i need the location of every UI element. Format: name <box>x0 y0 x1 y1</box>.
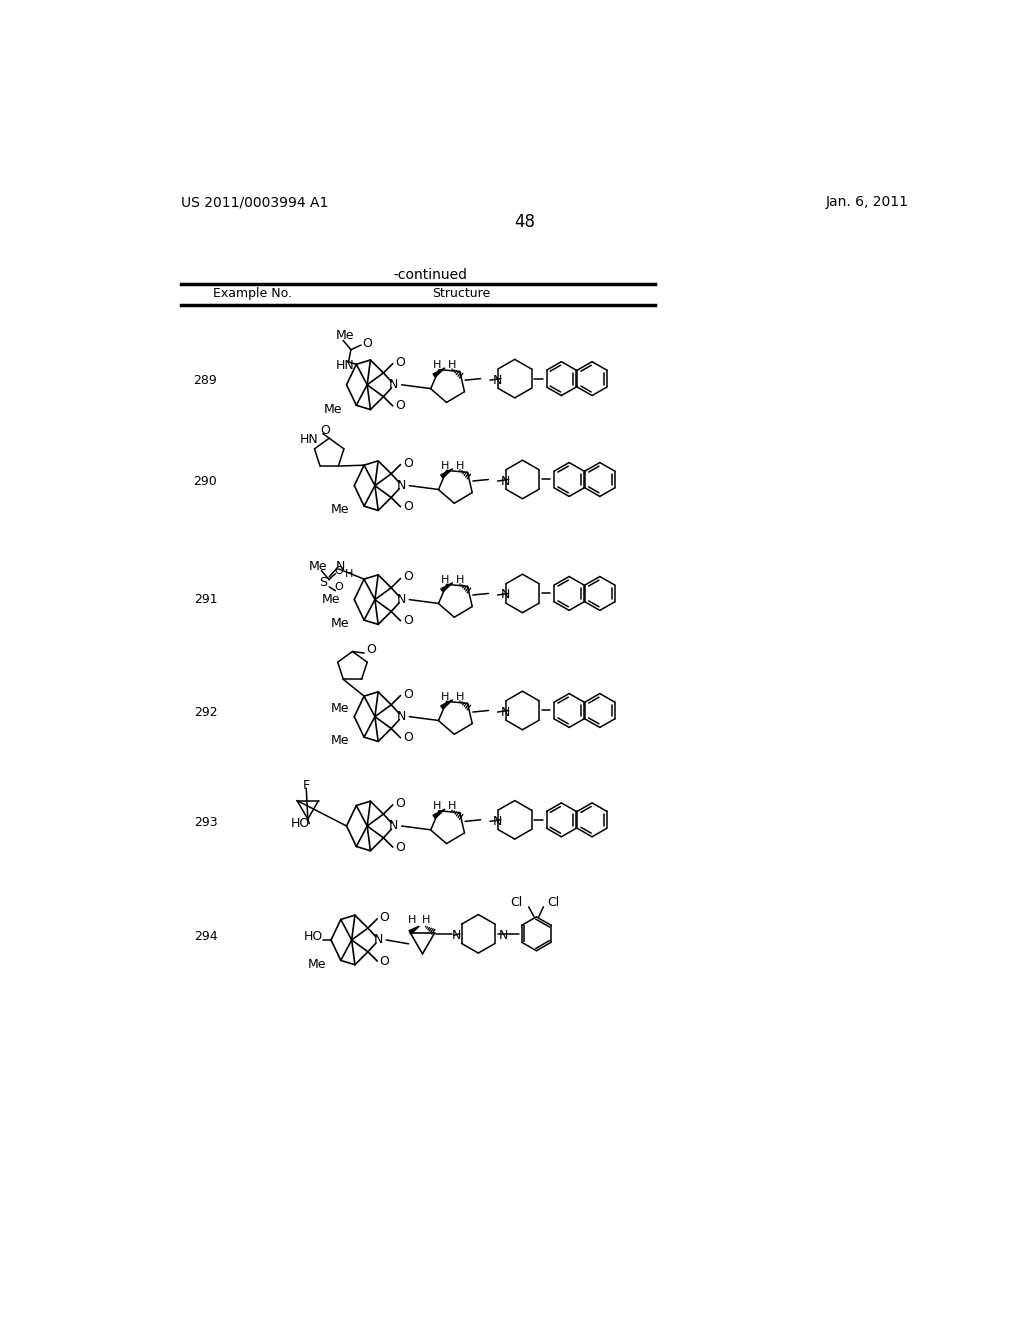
Text: O: O <box>335 582 343 591</box>
Text: N: N <box>493 814 503 828</box>
Text: Me: Me <box>324 403 342 416</box>
Text: O: O <box>395 797 404 810</box>
Polygon shape <box>440 469 453 478</box>
Text: Me: Me <box>308 560 327 573</box>
Text: H: H <box>447 360 456 370</box>
Text: Me: Me <box>331 503 349 516</box>
Text: H: H <box>447 801 456 810</box>
Text: O: O <box>335 566 343 577</box>
Text: -continued: -continued <box>393 268 467 282</box>
Text: H: H <box>456 574 464 585</box>
Text: H: H <box>456 461 464 471</box>
Text: N: N <box>397 593 407 606</box>
Polygon shape <box>433 809 445 818</box>
Polygon shape <box>440 582 453 591</box>
Text: H: H <box>422 915 430 925</box>
Text: HO: HO <box>291 817 310 830</box>
Text: Me: Me <box>336 329 354 342</box>
Text: H: H <box>345 569 353 578</box>
Text: N: N <box>493 374 503 387</box>
Text: N: N <box>374 933 383 946</box>
Text: O: O <box>319 424 330 437</box>
Text: N: N <box>501 705 510 718</box>
Text: H: H <box>440 461 450 471</box>
Text: 289: 289 <box>194 375 217 388</box>
Text: H: H <box>433 360 441 370</box>
Text: O: O <box>395 355 404 368</box>
Text: O: O <box>402 500 413 513</box>
Text: Cl: Cl <box>510 896 522 909</box>
Text: H: H <box>440 574 450 585</box>
Text: H: H <box>408 915 416 925</box>
Text: 290: 290 <box>194 475 217 488</box>
Text: HO: HO <box>304 929 324 942</box>
Text: HN: HN <box>336 359 355 371</box>
Text: Me: Me <box>308 958 327 970</box>
Text: N: N <box>501 589 510 602</box>
Text: O: O <box>367 643 376 656</box>
Text: US 2011/0003994 A1: US 2011/0003994 A1 <box>180 195 328 210</box>
Text: O: O <box>402 731 413 744</box>
Text: H: H <box>433 801 441 810</box>
Text: HN: HN <box>300 433 318 446</box>
Text: F: F <box>303 779 310 792</box>
Text: N: N <box>389 820 398 833</box>
Text: N: N <box>452 929 461 942</box>
Text: O: O <box>380 911 389 924</box>
Text: O: O <box>362 337 373 350</box>
Polygon shape <box>433 368 445 378</box>
Text: Example No.: Example No. <box>213 288 292 301</box>
Text: N: N <box>499 929 508 942</box>
Text: N: N <box>397 479 407 492</box>
Text: H: H <box>456 692 464 702</box>
Text: N: N <box>397 710 407 723</box>
Text: Me: Me <box>331 734 349 747</box>
Text: Cl: Cl <box>547 896 559 909</box>
Text: 291: 291 <box>194 593 217 606</box>
Text: Me: Me <box>331 618 349 631</box>
Text: S: S <box>319 577 327 590</box>
Text: 293: 293 <box>194 816 217 829</box>
Text: N: N <box>336 560 345 573</box>
Text: O: O <box>402 570 413 583</box>
Text: H: H <box>440 692 450 702</box>
Text: 294: 294 <box>194 929 217 942</box>
Polygon shape <box>440 700 453 709</box>
Text: O: O <box>402 688 413 701</box>
Polygon shape <box>409 927 420 933</box>
Text: 48: 48 <box>514 213 536 231</box>
Text: O: O <box>402 457 413 470</box>
Text: Jan. 6, 2011: Jan. 6, 2011 <box>825 195 908 210</box>
Text: Me: Me <box>331 702 349 715</box>
Text: N: N <box>501 474 510 487</box>
Text: O: O <box>395 400 404 412</box>
Text: N: N <box>389 379 398 391</box>
Text: O: O <box>380 954 389 968</box>
Text: Me: Me <box>322 594 340 606</box>
Text: O: O <box>402 614 413 627</box>
Text: 292: 292 <box>194 706 217 719</box>
Text: Structure: Structure <box>432 288 490 301</box>
Text: O: O <box>395 841 404 854</box>
